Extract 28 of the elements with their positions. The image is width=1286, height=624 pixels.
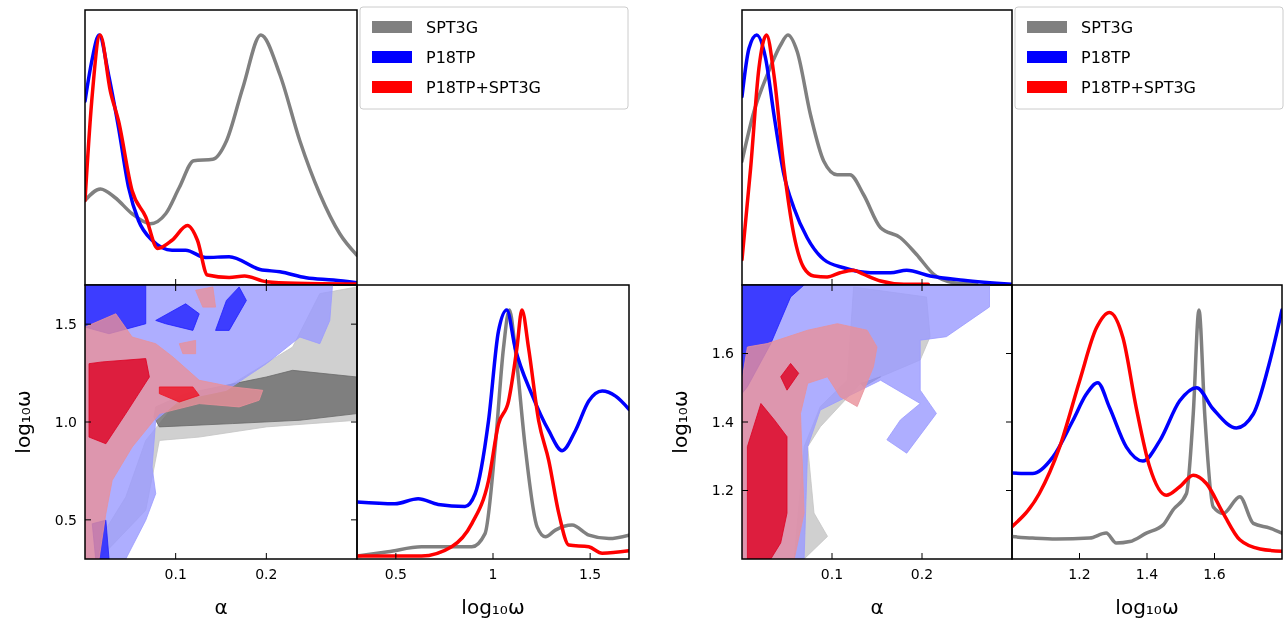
x-tick-label: 1.2 [1068,566,1091,582]
y-tick-label: 1.5 [54,316,77,333]
y-axis-title: log₁₀ω [668,390,692,454]
x-axis-title: α [214,595,228,619]
y-axis-title: log₁₀ω [11,390,35,454]
legend-label: SPT3G [426,17,479,37]
x-tick-label: 0.2 [255,566,278,582]
x-tick-label: 1 [488,566,498,582]
x-axis-title: α [870,595,884,619]
x-tick-label: 0.1 [164,566,187,582]
y-tick-label: 1.0 [54,413,77,430]
x-tick-label: 0.2 [910,566,934,582]
x-axis-title: log₁₀ω [1115,595,1179,619]
y-tick-label: 0.5 [54,511,77,528]
y-tick-label: 1.2 [711,482,734,499]
legend-label: P18TP [426,47,476,67]
y-tick-label: 1.4 [711,413,735,430]
y-tick-label: 1.6 [711,345,735,362]
legend-label: P18TP [1081,47,1131,67]
legend-label: P18TP+SPT3G [426,77,541,97]
x-tick-label: 0.5 [384,566,407,582]
x-tick-label: 1.4 [1135,566,1159,582]
x-tick-label: 1.5 [579,566,602,582]
legend-label: SPT3G [1081,17,1134,37]
x-tick-label: 0.1 [820,566,844,582]
legend-label: P18TP+SPT3G [1081,77,1196,97]
x-axis-title: log₁₀ω [461,595,525,619]
x-tick-label: 1.6 [1203,566,1226,582]
